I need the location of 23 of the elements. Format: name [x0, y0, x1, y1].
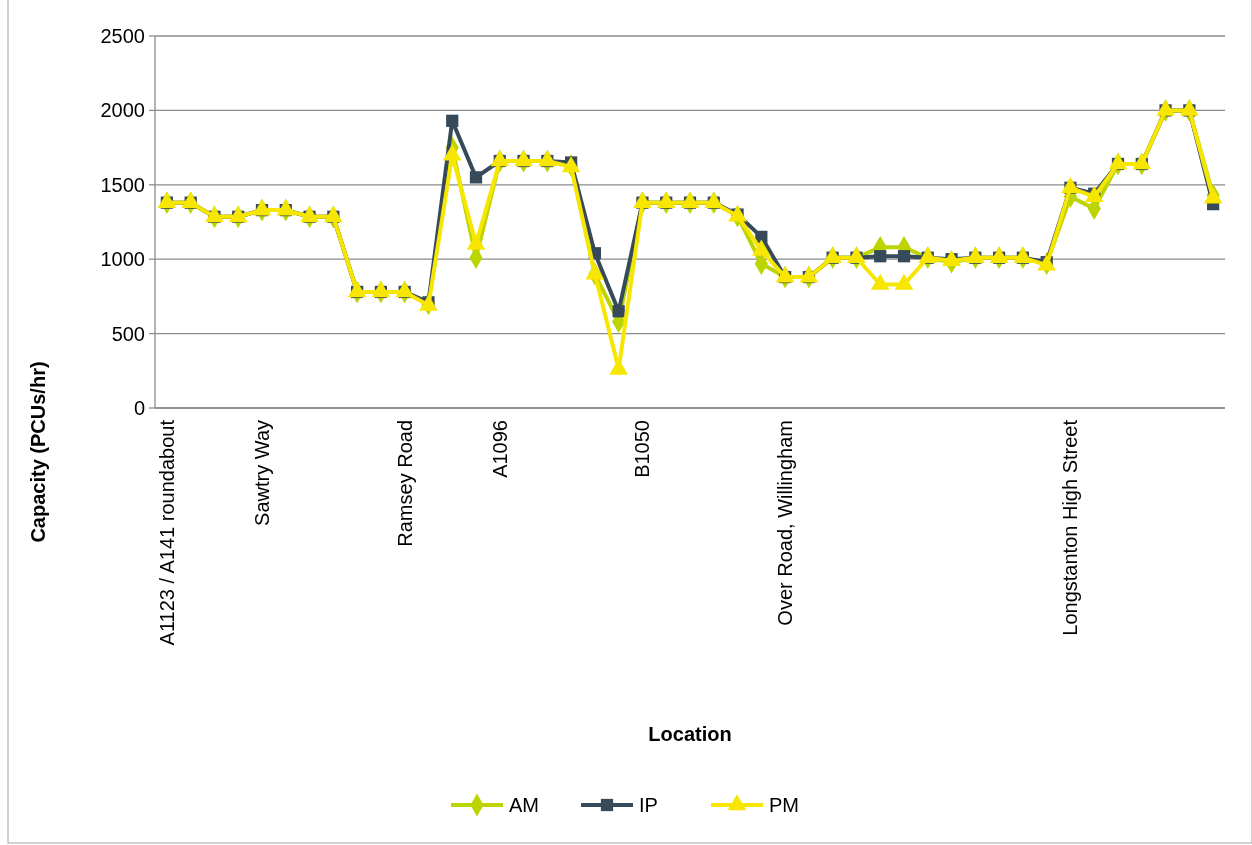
y-tick-label: 1000 [100, 248, 145, 271]
y-tick-label: 2000 [100, 99, 145, 122]
x-tick-label: B1050 [631, 420, 654, 478]
point [874, 250, 887, 263]
x-axis-title: Location [648, 723, 732, 745]
x-tick-label: Over Road, Willingham [774, 420, 797, 626]
y-tick-label: 0 [133, 397, 145, 419]
x-tick-label: A1096 [488, 420, 511, 478]
legend-label: PM [769, 794, 799, 816]
y-tick-label: 500 [111, 322, 145, 345]
legend-label: AM [509, 794, 539, 816]
point [897, 250, 911, 263]
point [612, 305, 625, 318]
point [446, 114, 459, 127]
y-axis-title: Capacity (PCUs/hr) [27, 361, 49, 543]
x-tick-label: Ramsey Road [393, 420, 416, 547]
y-tick-label: 2500 [100, 25, 145, 47]
y-tick-label: 1500 [100, 173, 145, 196]
x-tick-label: Sawtry Way [251, 420, 273, 526]
point [469, 171, 483, 184]
x-tick-label: A1123 / A141 roundabout [155, 419, 178, 646]
x-tick-label: Longstanton High Street [1059, 419, 1082, 636]
legend-label: IP [639, 794, 658, 816]
